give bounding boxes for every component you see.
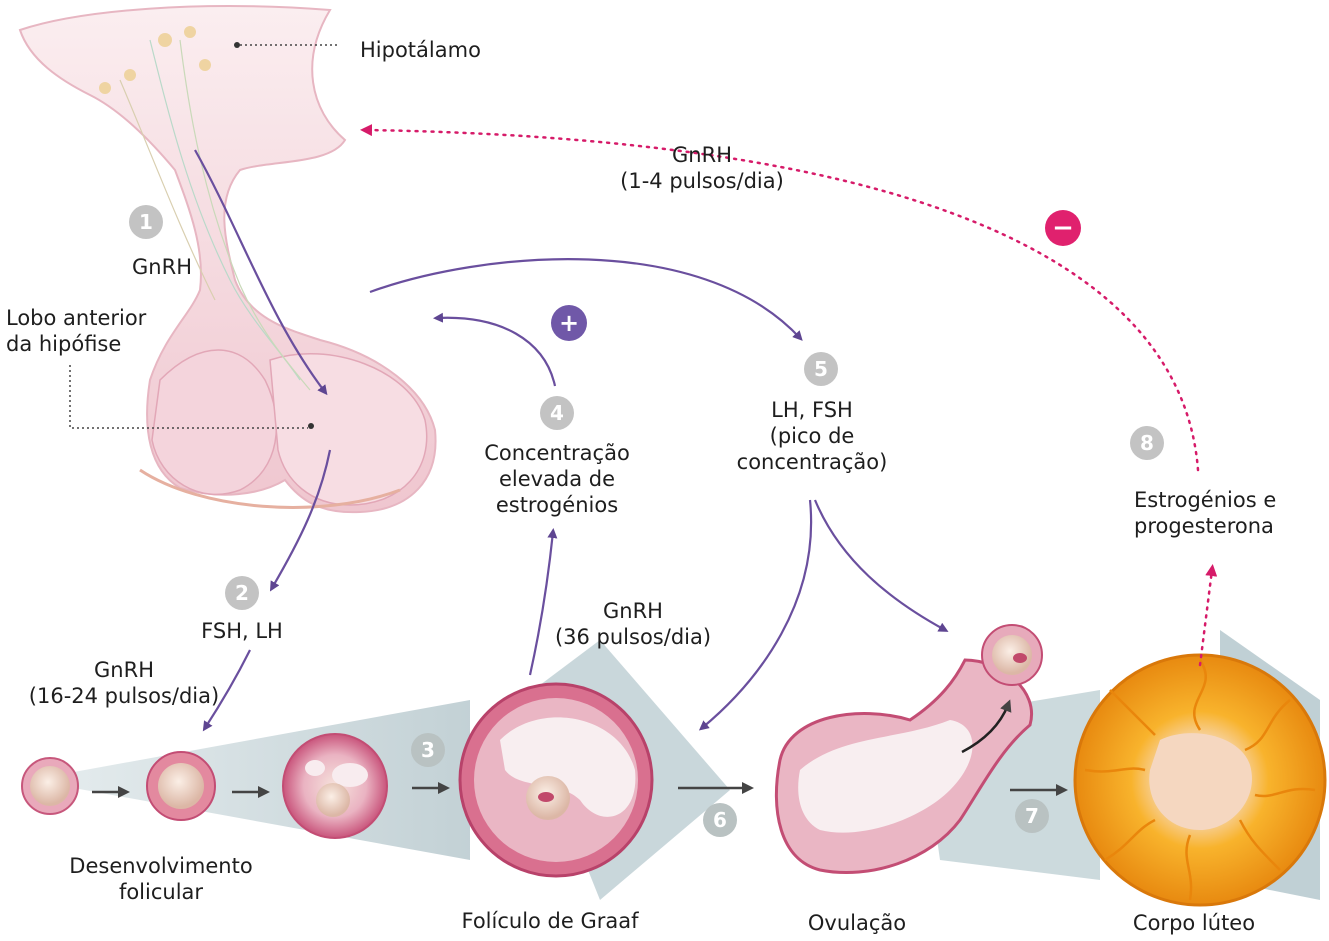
lhfsh-line3: concentração)	[736, 450, 888, 474]
negative-feedback-badge: −	[1045, 210, 1081, 246]
hormone-arrows	[194, 149, 949, 732]
graafian-follicle	[458, 682, 654, 878]
corpus-luteum-illustration	[1073, 653, 1327, 907]
gnrh-3-name: GnRH	[603, 599, 663, 623]
secondary-follicle	[282, 733, 388, 839]
hypothalamus-pituitary-illustration	[18, 5, 437, 514]
gnrh-2-rate: (16-24 pulsos/dia)	[28, 684, 220, 708]
feedback-arrows	[360, 124, 1218, 667]
gnrh-top-name: GnRH	[672, 143, 732, 167]
gnrh-top-label: GnRH (1-4 pulsos/dia)	[620, 142, 784, 194]
follicular-development-label: Desenvolvimento folicular	[69, 853, 252, 905]
primary-follicle	[146, 751, 216, 821]
lh-fsh-peak-label: LH, FSH (pico de concentração)	[737, 397, 888, 475]
conc-line2: elevada de	[498, 467, 616, 491]
desenv-line1: Desenvolvimento	[69, 854, 253, 878]
step-7-badge: 7	[1015, 799, 1049, 833]
step-8-badge: 8	[1130, 426, 1164, 460]
desenv-line2: folicular	[118, 880, 204, 904]
step-4-badge: 4	[540, 396, 574, 430]
positive-feedback-badge: +	[551, 305, 587, 341]
lobo-line2: da hipófise	[6, 332, 122, 356]
conc-line3: estrogénios	[495, 493, 619, 517]
estro-line2: progesterona	[1134, 514, 1274, 538]
lhfsh-line2: (pico de	[769, 424, 855, 448]
step-3-badge: 3	[411, 733, 445, 767]
gnrh-2-label: GnRH (16-24 pulsos/dia)	[29, 657, 219, 709]
step-5-badge: 5	[804, 352, 838, 386]
primordial-follicle	[21, 757, 79, 815]
estrogen-concentration-label: Concentração elevada de estrogénios	[484, 440, 630, 518]
leader-lines	[69, 44, 340, 429]
graafian-follicle-label: Folículo de Graaf	[461, 909, 639, 933]
anterior-pituitary-label: Lobo anterior da hipófise	[6, 305, 146, 357]
lhfsh-line1: LH, FSH	[771, 398, 853, 422]
lobo-line1: Lobo anterior	[6, 306, 147, 330]
corpus-luteum-label: Corpo lúteo	[1132, 911, 1256, 935]
step-2-badge: 2	[225, 576, 259, 610]
hypothalamus-label: Hipotálamo	[360, 38, 481, 62]
estrogen-progesterone-label: Estrogénios e progesterona	[1134, 487, 1276, 539]
step-6-badge: 6	[703, 803, 737, 837]
conc-line1: Concentração	[484, 441, 630, 465]
gnrh-1-label: GnRH	[132, 255, 192, 279]
gnrh-top-rate: (1-4 pulsos/dia)	[620, 169, 784, 193]
gnrh-3-label: GnRH (36 pulsos/dia)	[555, 598, 711, 650]
ovulation-label: Ovulação	[807, 911, 907, 935]
gnrh-2-name: GnRH	[94, 658, 154, 682]
ovulation-illustration	[774, 624, 1043, 875]
estro-line1: Estrogénios e	[1134, 488, 1277, 512]
stage-arrows	[92, 782, 1068, 798]
step-1-badge: 1	[129, 205, 163, 239]
gnrh-3-rate: (36 pulsos/dia)	[554, 625, 712, 649]
fsh-lh-label: FSH, LH	[201, 619, 283, 643]
